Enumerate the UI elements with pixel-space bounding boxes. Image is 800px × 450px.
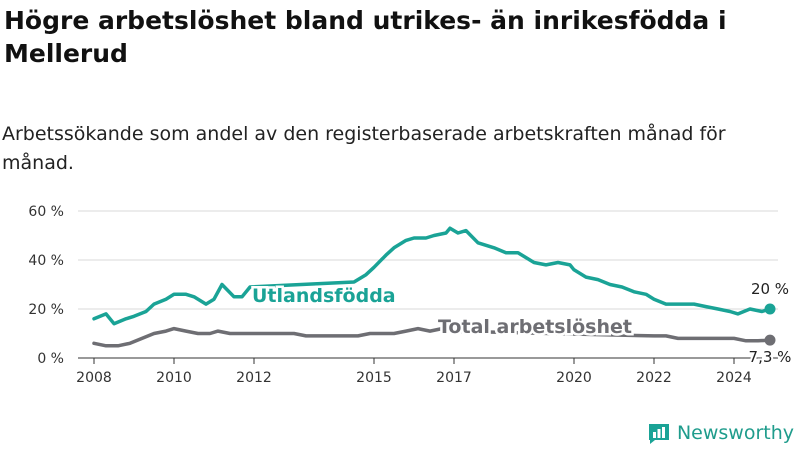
bar-chart-logo-icon: [648, 424, 669, 444]
series-line-total: [92, 326, 772, 348]
x-tick-label: 2010: [156, 370, 192, 386]
series-lines: [92, 226, 776, 348]
end-value-label-total: 7,3 %: [749, 348, 792, 366]
x-tick-label: 2020: [556, 370, 592, 386]
chart-subtitle: Arbetssökande som andel av den registerb…: [2, 123, 726, 174]
x-tick-label: 2022: [636, 370, 672, 386]
x-tick-label: 2017: [436, 370, 472, 386]
newsworthy-logo: Newsworthy: [647, 418, 794, 448]
x-tick-label: 2015: [356, 370, 392, 386]
y-tick-label: 0 %: [37, 351, 64, 367]
end-value-label-foreign: 20 %: [751, 280, 789, 298]
brand-name: Newsworthy: [676, 422, 794, 444]
y-tick-label: 40 %: [28, 253, 64, 269]
x-axis-ticks: 2008 2010 2012 2015 2017 2020 2022 2024: [76, 358, 752, 386]
series-end-point-total: [764, 334, 776, 346]
series-line-foreign: [92, 226, 772, 326]
x-tick-label: 2024: [716, 370, 752, 386]
x-tick-label: 2008: [76, 370, 112, 386]
series-name-label-total: Total arbetslöshet: [438, 316, 632, 338]
y-tick-label: 60 %: [28, 204, 64, 220]
y-axis-ticks: 0 % 20 % 40 % 60 %: [28, 204, 64, 367]
series-labels: Utlandsfödda Total arbetslöshet 20 % 7,3 %: [250, 278, 794, 368]
series-end-point-foreign: [764, 303, 776, 315]
series-name-label-foreign: Utlandsfödda: [252, 285, 396, 307]
y-tick-label: 20 %: [28, 302, 64, 318]
x-tick-label: 2012: [236, 370, 272, 386]
line-chart: 0 % 20 % 40 % 60 % 2008 2010 2012 2015 2017 2020…: [28, 204, 794, 386]
chart-title: Högre arbetslöshet bland utrikes- än inr…: [4, 6, 727, 68]
grid-lines: [78, 210, 778, 359]
